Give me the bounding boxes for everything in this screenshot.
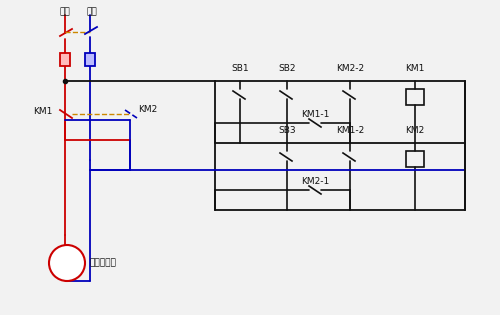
Text: 直流电动机: 直流电动机 [89,259,116,267]
Text: SB3: SB3 [278,126,296,135]
Bar [85,53,95,66]
Bar [406,89,424,105]
Text: KM1: KM1 [34,106,53,116]
Text: KM1-1: KM1-1 [301,110,329,119]
Text: KM2-2: KM2-2 [336,64,364,73]
Text: KM1: KM1 [406,64,424,73]
Text: SB1: SB1 [231,64,249,73]
Circle shape [49,245,85,281]
Text: 正极: 正极 [60,7,70,16]
Text: 负极: 负极 [86,7,98,16]
Text: KM1-2: KM1-2 [336,126,364,135]
Text: KM2: KM2 [138,106,157,114]
Text: KM2: KM2 [406,126,424,135]
Text: KM2-1: KM2-1 [301,177,329,186]
Bar [60,53,70,66]
Bar [406,151,424,167]
Text: SB2: SB2 [278,64,296,73]
